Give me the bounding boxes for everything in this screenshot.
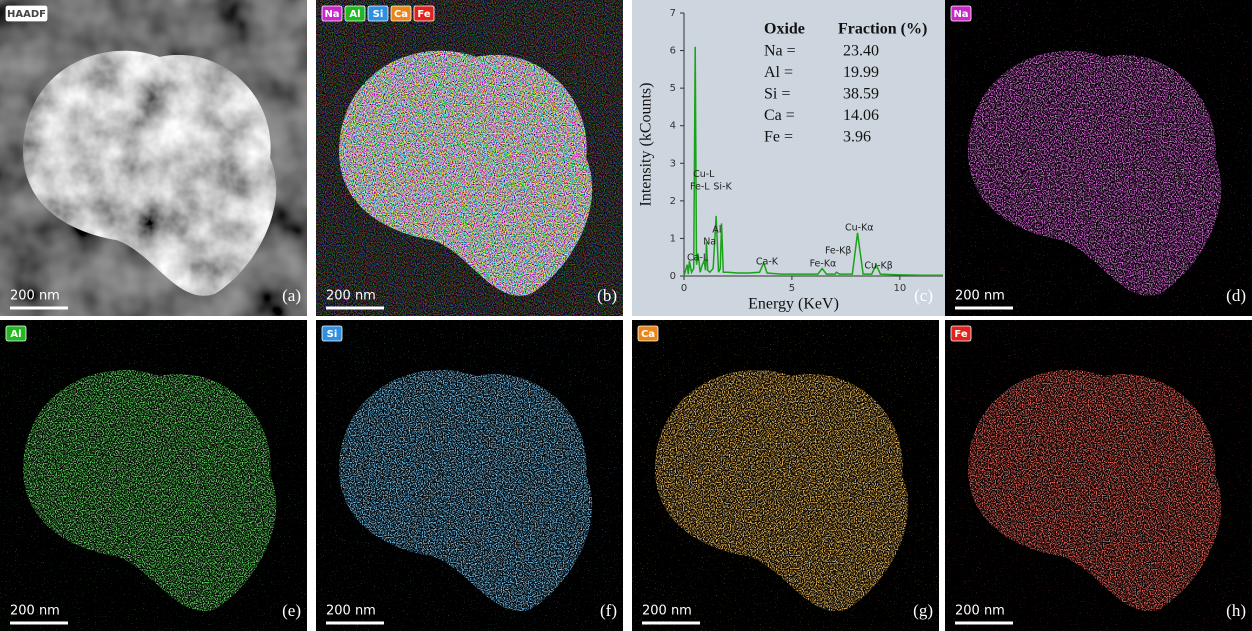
element-badge-label: Fe [417,9,430,20]
x-tick-label: 10 [893,283,906,294]
scale-bar-label: 200 nm [326,604,376,619]
peak-label: Fe-Kα [810,258,837,269]
panel: HAADF 200 nm (a) [0,0,307,316]
panel-letter: (f) [600,601,617,620]
panel: Al 200 nm (e) [0,320,307,631]
element-badge-label: Ca [394,9,408,20]
y-tick-label: 4 [670,121,676,132]
table-cell: Al = [764,64,793,81]
y-tick-label: 6 [670,46,676,57]
panel: Na 200 nm (d) [945,0,1252,316]
peak-label: Cu-Kα [845,222,874,233]
element-badge-label: Na [953,9,968,20]
panel-letter: (e) [282,601,301,620]
scale-bar-label: 200 nm [642,604,692,619]
element-badge-label: Si [327,329,338,340]
y-tick-label: 2 [670,196,676,207]
element-badge-label: HAADF [7,9,46,20]
panel-letter: (b) [597,286,617,305]
peak-label: Ca-L [687,252,709,263]
element-badge-label: Si [373,9,384,20]
peak-label: Cu-Kβ [864,260,892,271]
peak-label: Cu-L [693,169,715,180]
peak-label: Fe-L [690,181,710,192]
scale-bar-label: 200 nm [955,289,1005,304]
table-cell: Si = [764,86,790,103]
panel: Na Al Si Ca Fe 200 nm (b) [316,0,623,316]
panel-letter: (g) [913,601,933,620]
scale-bar-label: 200 nm [955,604,1005,619]
table-cell: Ca = [764,107,795,124]
element-badge-label: Al [10,329,21,340]
element-badge-label: Ca [641,329,655,340]
peak-label: Al [712,225,721,236]
scale-bar-label: 200 nm [10,604,60,619]
table-cell: 19.99 [843,64,879,81]
panel-letter: (h) [1226,601,1246,620]
element-badge-label: Fe [954,329,967,340]
x-axis-label: Energy (KeV) [748,296,839,313]
panel-letter: (c) [914,286,933,305]
peak-label: Na [703,237,716,248]
y-tick-label: 5 [670,83,676,94]
figure: HAADF200 nm(a)NaAlSiCaFe200 nm(b)0123456… [0,0,1252,631]
y-tick-label: 1 [670,233,676,244]
panel: Si 200 nm (f) [316,320,623,631]
table-cell: 23.40 [843,43,879,60]
panel: Fe 200 nm (h) [945,320,1252,631]
element-badge-label: Na [324,9,339,20]
table-cell: 14.06 [843,107,879,124]
peak-label: Si-K [713,181,732,192]
peak-label: Ca-K [756,257,779,268]
table-cell: 3.96 [843,129,871,146]
peak-label: Fe-Kβ [825,246,852,257]
x-tick-label: 5 [789,283,795,294]
table-cell: Na = [764,43,796,60]
table-header: Fraction (%) [838,21,927,38]
table-cell: Fe = [764,129,793,146]
panel-letter: (a) [282,286,301,305]
y-tick-label: 7 [670,8,676,19]
table-cell: 38.59 [843,86,879,103]
element-badge-label: Al [349,9,360,20]
table-header: Oxide [764,21,805,38]
scale-bar-label: 200 nm [10,289,60,304]
y-tick-label: 0 [670,271,676,282]
scale-bar-label: 200 nm [326,289,376,304]
x-tick-label: 0 [681,283,687,294]
panel: 0 1 2 3 4 5 6 7 0 5 10 Energy (KeV) Intensity (kCoun… [632,0,945,316]
y-axis-label: Intensity (kCounts) [638,83,655,207]
y-tick-label: 3 [670,158,676,169]
panel: Ca 200 nm (g) [632,320,939,631]
panel-letter: (d) [1226,286,1246,305]
